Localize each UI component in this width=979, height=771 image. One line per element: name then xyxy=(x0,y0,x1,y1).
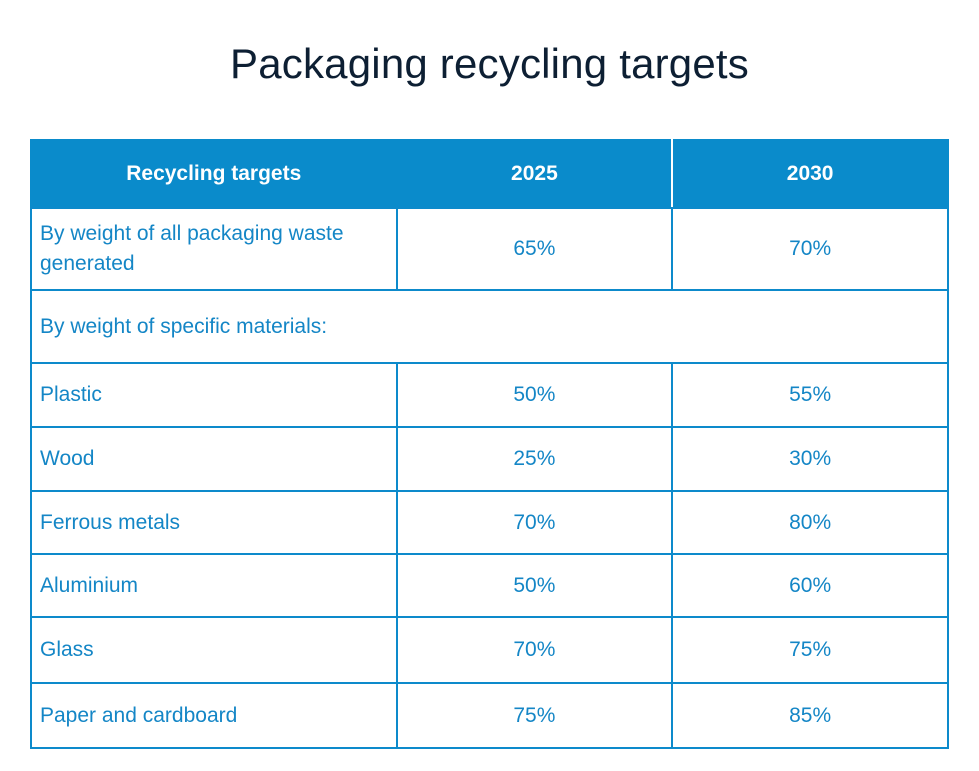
table-row: Glass 70% 75% xyxy=(30,616,949,684)
header-2030: 2030 xyxy=(671,139,949,209)
page-title: Packaging recycling targets xyxy=(230,40,749,87)
value-2030: 85% xyxy=(671,682,949,749)
table-header-row: Recycling targets 2025 2030 xyxy=(30,139,949,209)
value-2025: 65% xyxy=(395,207,674,291)
row-label: Glass xyxy=(30,616,398,684)
row-label: Wood xyxy=(30,426,398,492)
value-2030: 30% xyxy=(671,426,949,492)
header-recycling-targets: Recycling targets xyxy=(30,139,398,209)
value-2025: 75% xyxy=(395,682,674,749)
section-label: By weight of specific materials: xyxy=(30,289,949,364)
value-2030: 55% xyxy=(671,362,949,428)
value-2030: 70% xyxy=(671,207,949,291)
table-row: Plastic 50% 55% xyxy=(30,362,949,428)
row-label: Paper and cardboard xyxy=(30,682,398,749)
table-section-row: By weight of specific materials: xyxy=(30,289,949,364)
table-row: Paper and cardboard 75% 85% xyxy=(30,682,949,749)
table-row-overall: By weight of all packaging waste generat… xyxy=(30,207,949,291)
value-2030: 60% xyxy=(671,553,949,618)
table-row: Wood 25% 30% xyxy=(30,426,949,492)
recycling-targets-table: Recycling targets 2025 2030 By weight of… xyxy=(30,139,949,749)
value-2025: 70% xyxy=(395,490,674,555)
value-2025: 25% xyxy=(395,426,674,492)
row-label: Ferrous metals xyxy=(30,490,398,555)
header-2025: 2025 xyxy=(395,139,674,209)
value-2025: 50% xyxy=(395,362,674,428)
row-label: Plastic xyxy=(30,362,398,428)
row-label: By weight of all packaging waste generat… xyxy=(30,207,398,291)
table-row: Aluminium 50% 60% xyxy=(30,553,949,618)
row-label: Aluminium xyxy=(30,553,398,618)
value-2030: 80% xyxy=(671,490,949,555)
value-2025: 70% xyxy=(395,616,674,684)
value-2030: 75% xyxy=(671,616,949,684)
value-2025: 50% xyxy=(395,553,674,618)
table-row: Ferrous metals 70% 80% xyxy=(30,490,949,555)
